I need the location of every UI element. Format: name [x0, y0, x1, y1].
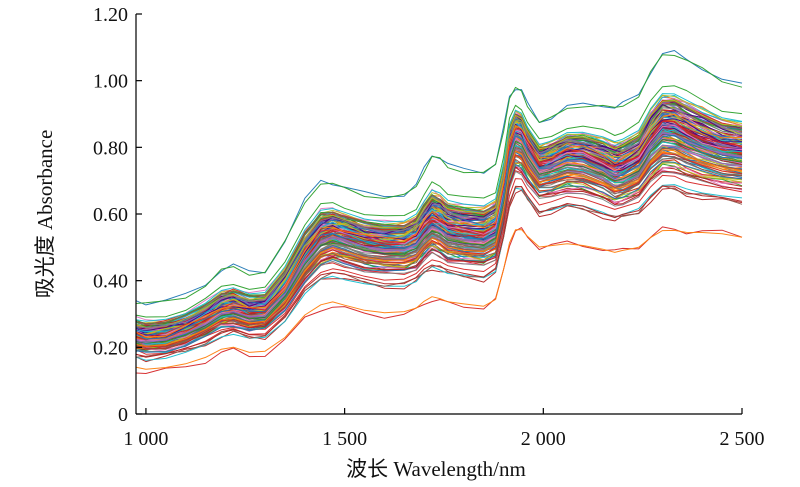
spectrum-line [135, 185, 743, 358]
y-tick-label: 0.80 [93, 137, 128, 159]
y-tick-label: 0.60 [93, 204, 128, 226]
spectrum-line [135, 139, 743, 344]
x-tick-label: 2 500 [720, 428, 765, 450]
spectrum-line [135, 119, 743, 341]
x-tick-label: 2 000 [521, 428, 566, 450]
spectrum-line [135, 104, 743, 332]
y-tick-label: 1.00 [93, 71, 128, 93]
x-tick-label: 1 000 [123, 428, 168, 450]
y-tick-label: 0.40 [93, 271, 128, 293]
spectrum-line [135, 113, 743, 338]
spectrum-line [135, 147, 743, 347]
spectrum-line [135, 107, 743, 328]
spectrum-line [135, 93, 743, 322]
y-tick-label: 0.20 [93, 337, 128, 359]
spectrum-line [135, 161, 743, 353]
spectrum-line [135, 85, 743, 318]
spectrum-line [135, 54, 743, 304]
axes-group: 0 0.20 0.40 0.60 0.80 1.00 1.20 1 000 1 500 2 00… [93, 4, 765, 450]
spectrum-line [135, 50, 743, 306]
spectrum-line [135, 102, 743, 331]
y-tick-label: 0 [118, 404, 128, 426]
spectrum-line [135, 120, 743, 338]
y-tick-label: 1.20 [93, 4, 128, 26]
spectrum-line [135, 134, 743, 340]
x-tick-label: 1 500 [322, 428, 367, 450]
spectrum-line [135, 111, 743, 334]
spectrum-line [135, 101, 743, 325]
spectrum-line [135, 153, 743, 348]
x-axis-ticks: 1 000 1 500 2 000 2 500 [123, 408, 765, 450]
spectrum-line [135, 229, 743, 370]
spectrum-line [135, 132, 743, 342]
spectrum-line [135, 174, 743, 357]
spectrum-line [135, 118, 743, 337]
spectra-series-group [135, 50, 743, 374]
x-axis-title: 波长 Wavelength/nm [346, 457, 526, 481]
spectrum-line [135, 99, 743, 325]
spectrum-line [135, 185, 743, 358]
spectrum-line [135, 149, 743, 347]
spectrum-line [135, 157, 743, 350]
y-axis-ticks: 0 0.20 0.40 0.60 0.80 1.00 1.20 [93, 4, 142, 426]
spectrum-line [135, 100, 743, 328]
y-axis-title: 吸光度 Absorbance [33, 130, 57, 299]
spectrum-line [135, 167, 743, 350]
